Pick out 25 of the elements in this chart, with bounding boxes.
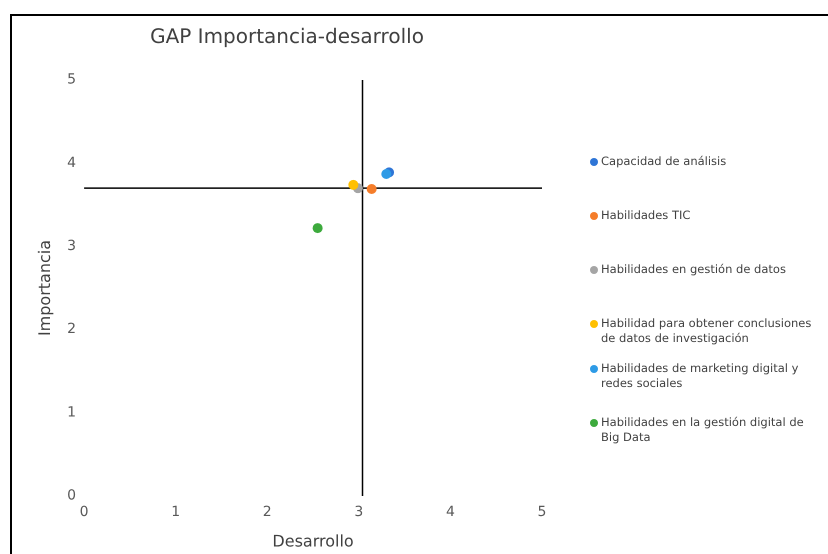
x-axis-title: Desarrollo	[272, 532, 354, 551]
legend-label: Habilidades de marketing digital y redes sociales	[601, 361, 800, 391]
point	[348, 180, 358, 190]
y-tick-label: 0	[67, 488, 76, 504]
legend-label: Habilidades TIC	[601, 208, 690, 223]
y-tick-label: 4	[67, 154, 76, 171]
legend-label: Capacidad de análisis	[601, 154, 726, 169]
y-axis-title: Importancia	[34, 240, 54, 336]
legend-label: Habilidad para obtener conclusiones de datos de investigación	[601, 316, 812, 346]
y-tick-label: 2	[67, 321, 76, 338]
x-tick-label: 2	[262, 504, 272, 520]
point	[381, 169, 392, 180]
x-tick-label: 5	[538, 504, 546, 520]
legend-label: Habilidades en gestión de datos	[601, 262, 786, 277]
point	[366, 184, 377, 194]
y-tick-label: 1	[67, 404, 76, 420]
chart-title: GAP Importancia-desarrollo	[150, 24, 424, 48]
legend-label: Habilidades en la gestión digital de Big Data	[601, 415, 805, 445]
y-tick-label: 3	[67, 238, 76, 254]
x-tick-label: 4	[446, 504, 455, 520]
point	[312, 223, 323, 234]
y-tick-label: 5	[67, 72, 76, 88]
x-tick-label: 3	[354, 504, 364, 520]
x-tick-label: 0	[80, 504, 89, 520]
x-tick-label: 1	[171, 504, 180, 520]
